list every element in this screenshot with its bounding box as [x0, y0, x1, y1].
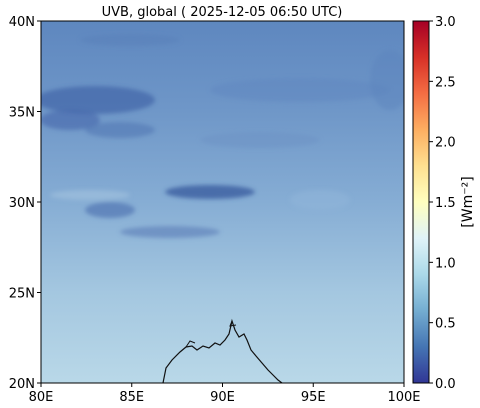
- colorbar-tick-label: 2.0: [435, 136, 456, 151]
- y-tick-label: 40N: [9, 15, 35, 30]
- y-tick-label: 20N: [9, 377, 35, 392]
- y-tick-label: 30N: [9, 196, 35, 211]
- map-field: [41, 21, 404, 383]
- map-title: UVB, global ( 2025-12-05 06:50 UTC): [102, 5, 343, 20]
- coastline-detail: [185, 320, 237, 348]
- x-axis-ticks: 80E 85E 90E 95E 100E: [29, 383, 421, 405]
- colorbar-label: [Wm⁻²]: [460, 176, 476, 227]
- colorbar-tick-label: 3.0: [435, 15, 456, 30]
- colorbar-ticks: 0.0 0.5 1.0 1.5 2.0 2.5 3.0: [429, 15, 456, 392]
- x-tick-label: 100E: [387, 390, 420, 405]
- y-axis-ticks: 20N 25N 30N 35N 40N: [9, 15, 41, 392]
- colorbar-tick-label: 0.0: [435, 377, 456, 392]
- colorbar-tick-label: 1.0: [435, 256, 456, 271]
- cloud-features: [41, 34, 404, 238]
- y-tick-label: 35N: [9, 106, 35, 121]
- colorbar-tick-label: 1.5: [435, 196, 456, 211]
- colorbar-tick-label: 2.5: [435, 75, 456, 90]
- x-tick-label: 85E: [119, 390, 144, 405]
- colorbar-tick-label: 0.5: [435, 317, 456, 332]
- uvb-field: [41, 21, 404, 383]
- colorbar: [412, 20, 430, 384]
- x-tick-label: 80E: [29, 390, 54, 405]
- x-tick-label: 95E: [301, 390, 326, 405]
- y-tick-label: 25N: [9, 287, 35, 302]
- x-tick-label: 90E: [210, 390, 235, 405]
